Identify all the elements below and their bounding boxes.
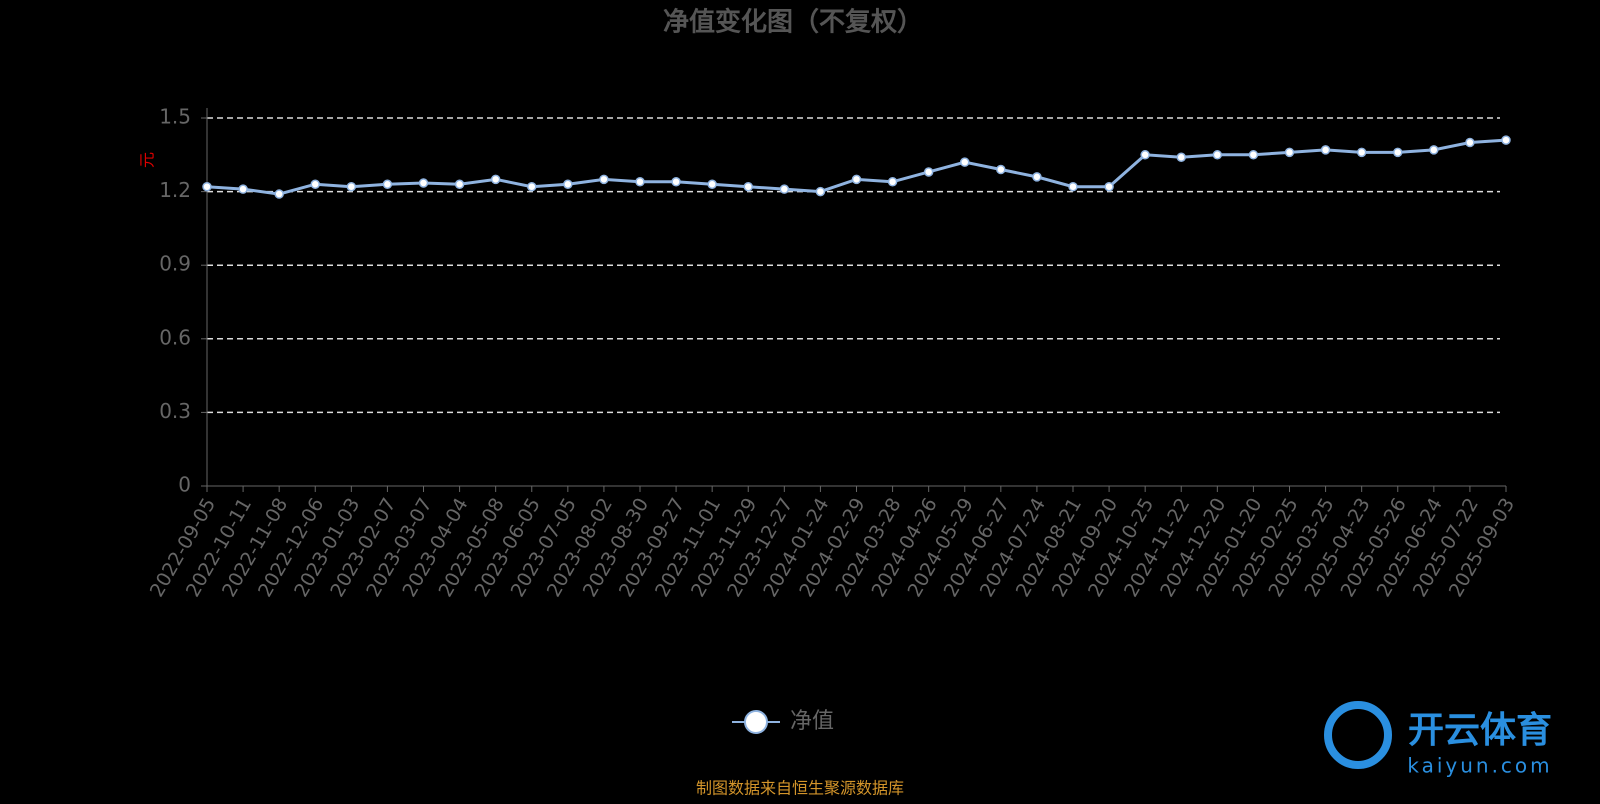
- point: [1320, 145, 1331, 155]
- point: [779, 184, 790, 194]
- point: [1284, 147, 1295, 158]
- point: [346, 181, 357, 192]
- point: [1356, 147, 1367, 158]
- point: [996, 164, 1006, 175]
- point: [1393, 147, 1403, 158]
- y-tick-label: 0.3: [159, 399, 191, 423]
- point: [1032, 172, 1042, 182]
- y-tick-label: 1.5: [159, 105, 191, 129]
- y-tick-label: 0: [178, 473, 191, 497]
- point: [1068, 181, 1078, 192]
- point: [743, 181, 753, 192]
- point: [382, 179, 393, 189]
- point: [238, 184, 248, 194]
- point: [1465, 137, 1475, 148]
- chart-title: 净值变化图（不复权）: [663, 7, 923, 38]
- y-axis-label: 元: [138, 152, 157, 168]
- point: [527, 181, 537, 192]
- point: [960, 157, 970, 167]
- point: [671, 177, 681, 187]
- legend-marker: [744, 710, 768, 734]
- y-tick-label: 0.9: [159, 252, 191, 276]
- point: [851, 174, 862, 185]
- point: [815, 186, 826, 197]
- point: [1429, 145, 1439, 155]
- point: [490, 174, 501, 185]
- point: [1104, 181, 1114, 192]
- point: [1140, 150, 1150, 160]
- point: [563, 179, 573, 189]
- point: [418, 178, 429, 188]
- watermark-logo: [1324, 701, 1392, 769]
- legend-label: 净值: [790, 709, 834, 734]
- point: [923, 167, 934, 177]
- point: [1212, 150, 1223, 160]
- point: [202, 181, 212, 192]
- y-tick-label: 1.2: [159, 178, 191, 202]
- point: [635, 177, 645, 187]
- y-tick-label: 0.6: [159, 325, 191, 349]
- point: [310, 179, 320, 189]
- point: [887, 177, 898, 187]
- point: [707, 179, 717, 189]
- point: [1176, 152, 1186, 163]
- point: [599, 174, 609, 185]
- point: [1248, 150, 1259, 160]
- point: [454, 179, 465, 189]
- watermark-name: 开云体育: [1408, 710, 1552, 751]
- point: [274, 189, 284, 199]
- watermark-url: kaiyun.com: [1407, 754, 1552, 778]
- point: [1501, 135, 1511, 145]
- source-note: 制图数据来自恒生聚源数据库: [696, 779, 904, 798]
